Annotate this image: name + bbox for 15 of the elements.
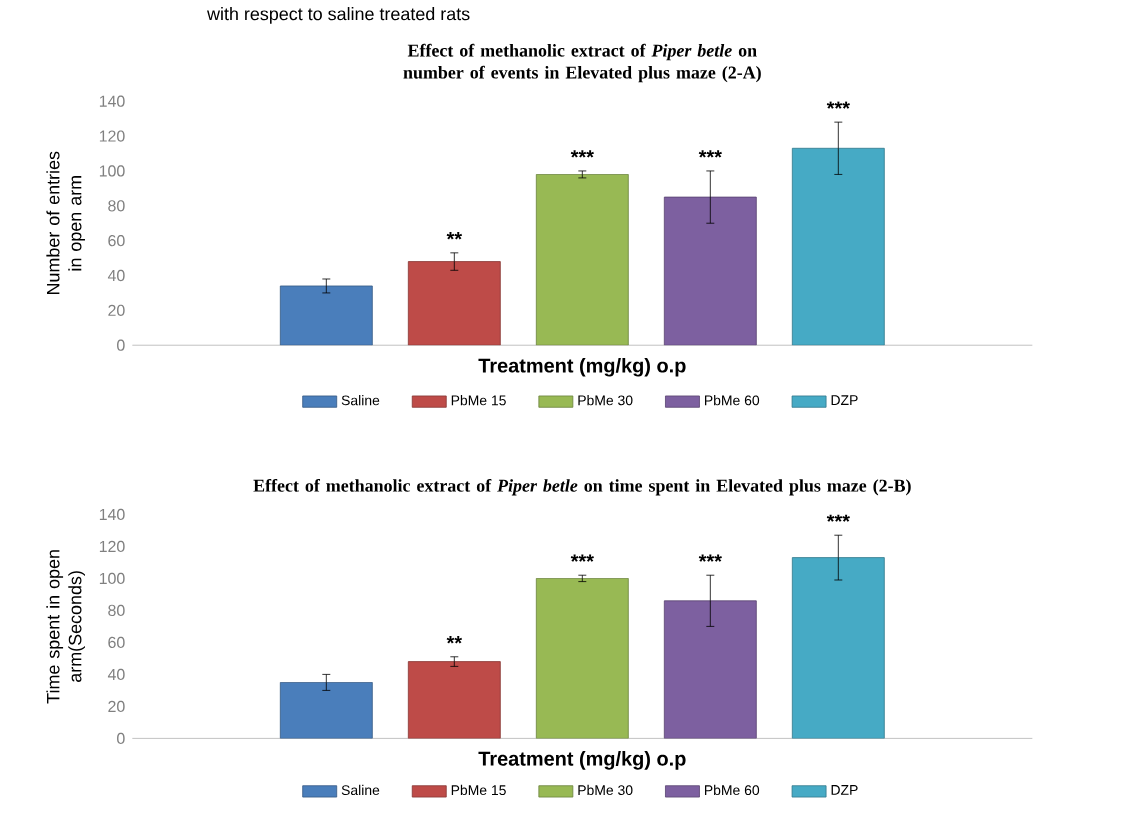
chart-title: Effect of methanolic extract of Piper betle on time spent in Elevated plus maze (2-B) <box>253 478 911 496</box>
data-label: *** <box>570 150 594 158</box>
x-axis-title: Treatment (mg/kg) o.p <box>478 357 686 377</box>
data-label: ** <box>446 232 463 240</box>
y-axis-title: Number of entries in open arm <box>46 151 85 295</box>
data-label: *** <box>698 554 722 562</box>
data-label: *** <box>698 150 722 158</box>
data-label: ** <box>446 636 463 644</box>
data-label: *** <box>826 514 850 522</box>
text: with respect to saline treated rats <box>207 7 470 24</box>
y-axis-title: Time spent in open arm(Seconds) <box>46 550 85 704</box>
data-label: *** <box>826 101 850 109</box>
data-label: *** <box>570 554 594 562</box>
x-axis-title: Treatment (mg/kg) o.p <box>478 751 686 770</box>
chart-title: Effect of methanolic extract of Piper betle on number of events in Elevated plus maze (2-A) <box>403 43 761 83</box>
